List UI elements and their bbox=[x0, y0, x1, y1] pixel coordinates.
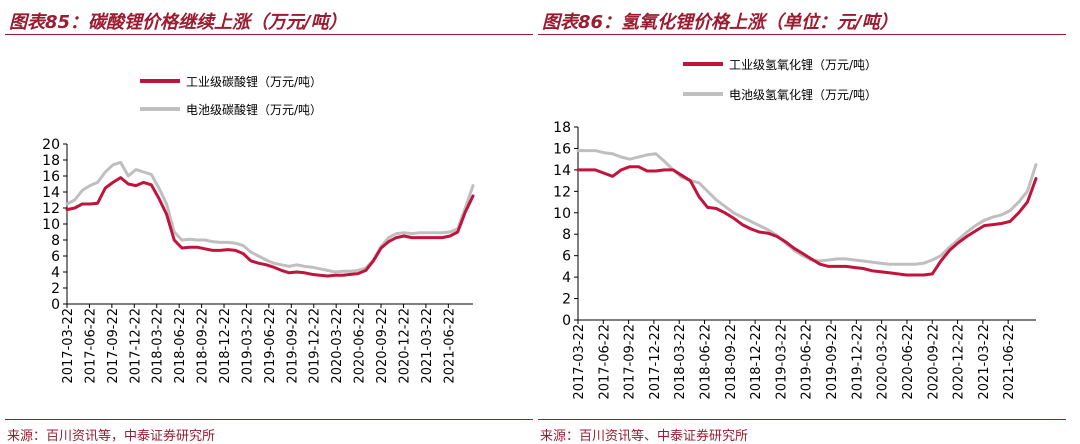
x-tick-label: 2021-06-22 bbox=[442, 308, 457, 384]
chart-panel-lithium-hydroxide: 图表86：氢氧化锂价格上涨（单位：元/吨） 工业级氢氧化锂（万元/吨） 电池级氢氧… bbox=[538, 0, 1068, 444]
y-tick-label: 8 bbox=[51, 233, 60, 249]
x-tick-label: 2017-12-22 bbox=[648, 324, 663, 400]
x-tick-label: 2021-03-22 bbox=[420, 308, 435, 384]
x-tick-label: 2018-09-22 bbox=[196, 308, 211, 384]
x-tick-label: 2021-06-22 bbox=[1002, 324, 1017, 400]
x-tick-label: 2018-03-22 bbox=[673, 324, 688, 400]
x-tick-label: 2017-09-22 bbox=[623, 324, 638, 400]
y-tick-label: 20 bbox=[42, 137, 60, 153]
x-tick-label: 2017-09-22 bbox=[106, 308, 121, 384]
x-tick-label: 2020-12-22 bbox=[397, 308, 412, 384]
x-tick-label: 2020-12-22 bbox=[952, 324, 967, 400]
y-tick-label: 8 bbox=[562, 227, 571, 243]
x-tick-label: 2019-06-22 bbox=[263, 308, 278, 384]
series-line-1 bbox=[576, 149, 1038, 266]
x-tick-label: 2019-12-22 bbox=[850, 324, 865, 400]
legend-label-1: 电池级氢氧化锂（万元/吨） bbox=[729, 87, 877, 102]
y-tick-label: 12 bbox=[553, 184, 571, 200]
y-tick-label: 14 bbox=[553, 163, 571, 179]
x-tick-label: 2018-09-22 bbox=[724, 324, 739, 400]
x-tick-label: 2020-03-22 bbox=[330, 308, 345, 384]
x-tick-label: 2018-12-22 bbox=[749, 324, 764, 400]
x-tick-label: 2017-06-22 bbox=[597, 324, 612, 400]
x-tick-label: 2019-09-22 bbox=[285, 308, 300, 384]
x-tick-label: 2017-03-22 bbox=[61, 308, 76, 384]
chart-source: 来源：百川资讯等，中泰证券研究所 bbox=[7, 429, 216, 444]
chart-source: 来源：百川资讯等、中泰证券研究所 bbox=[540, 429, 749, 444]
y-tick-label: 0 bbox=[562, 313, 571, 329]
y-tick-label: 16 bbox=[42, 169, 60, 185]
y-tick-label: 12 bbox=[42, 201, 60, 217]
x-tick-label: 2018-06-22 bbox=[699, 324, 714, 400]
legend-label-1: 电池级碳酸锂（万元/吨） bbox=[186, 102, 322, 117]
chart-title: 图表86：氢氧化锂价格上涨（单位：元/吨） bbox=[542, 12, 898, 33]
y-tick-label: 4 bbox=[562, 270, 571, 286]
x-tick-label: 2017-03-22 bbox=[572, 324, 587, 400]
chart-title: 图表85：碳酸锂价格继续上涨（万元/吨） bbox=[9, 12, 347, 33]
y-tick-label: 14 bbox=[42, 185, 60, 201]
legend-label-0: 工业级碳酸锂（万元/吨） bbox=[186, 74, 322, 89]
x-tick-label: 2020-06-22 bbox=[901, 324, 916, 400]
y-tick-label: 2 bbox=[562, 292, 571, 308]
x-tick-label: 2020-06-22 bbox=[353, 308, 368, 384]
y-tick-label: 2 bbox=[51, 281, 60, 297]
x-tick-label: 2019-06-22 bbox=[800, 324, 815, 400]
x-tick-label: 2018-03-22 bbox=[151, 308, 166, 384]
x-tick-label: 2021-03-22 bbox=[977, 324, 992, 400]
y-tick-label: 4 bbox=[51, 265, 60, 281]
x-tick-label: 2019-09-22 bbox=[825, 324, 840, 400]
y-tick-label: 16 bbox=[553, 141, 571, 157]
y-tick-label: 18 bbox=[553, 120, 571, 136]
legend-label-0: 工业级氢氧化锂（万元/吨） bbox=[729, 57, 877, 72]
x-tick-label: 2018-12-22 bbox=[218, 308, 233, 384]
y-tick-label: 10 bbox=[553, 206, 571, 222]
source-divider bbox=[538, 419, 1066, 420]
series-line-1 bbox=[65, 160, 475, 274]
series-line-0 bbox=[65, 176, 475, 278]
x-tick-label: 2019-03-22 bbox=[240, 308, 255, 384]
x-tick-label: 2020-03-22 bbox=[876, 324, 891, 400]
source-divider bbox=[5, 419, 533, 420]
lithium-carbonate-chart: 工业级碳酸锂（万元/吨）电池级碳酸锂（万元/吨）0246810121416182… bbox=[42, 74, 475, 384]
x-tick-label: 2020-09-22 bbox=[375, 308, 390, 384]
x-tick-label: 2020-09-22 bbox=[926, 324, 941, 400]
series-line-0 bbox=[576, 165, 1038, 277]
x-tick-label: 2018-06-22 bbox=[173, 308, 188, 384]
y-tick-label: 0 bbox=[51, 297, 60, 313]
y-tick-label: 6 bbox=[51, 249, 60, 265]
x-tick-label: 2017-12-22 bbox=[128, 308, 143, 384]
title-divider bbox=[538, 34, 1066, 35]
y-tick-label: 10 bbox=[42, 217, 60, 233]
x-tick-label: 2019-12-22 bbox=[308, 308, 323, 384]
x-tick-label: 2017-06-22 bbox=[83, 308, 98, 384]
chart-panel-lithium-carbonate: 图表85：碳酸锂价格继续上涨（万元/吨） 工业级碳酸锂（万元/吨） 电池级碳酸锂（… bbox=[5, 0, 535, 444]
lithium-hydroxide-chart: 工业级氢氧化锂（万元/吨） 电池级氢氧化锂（万元/吨） 0 2 4 6 8 10 12 14 16 1… bbox=[553, 57, 1038, 400]
title-divider bbox=[5, 34, 533, 35]
x-tick-label: 2019-03-22 bbox=[774, 324, 789, 400]
y-tick-label: 18 bbox=[42, 153, 60, 169]
y-tick-label: 6 bbox=[562, 249, 571, 265]
